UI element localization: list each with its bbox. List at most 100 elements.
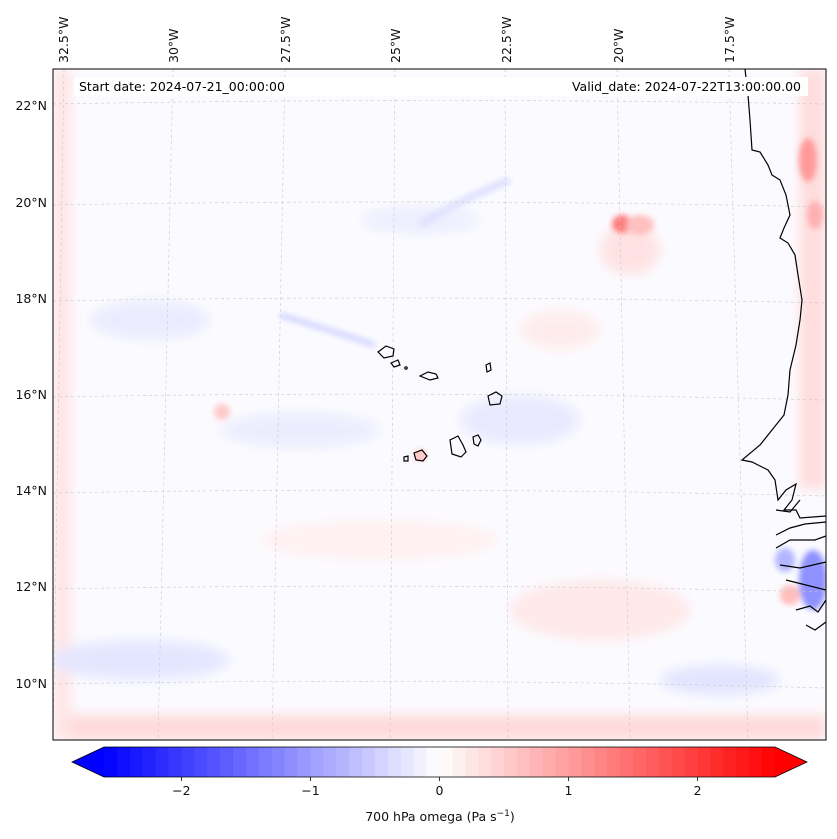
colorbar-cell <box>645 747 660 777</box>
colorbar-cell <box>258 747 273 777</box>
colorbar-cell <box>620 747 634 777</box>
lat-label-20n: 20°N <box>15 195 47 210</box>
colorbar-cell <box>400 747 415 777</box>
colorbar-tick-label: 1 <box>565 783 573 798</box>
colorbar-cell <box>220 747 234 777</box>
lon-label-32-5w: 32.5°W <box>56 17 71 63</box>
graticule <box>53 69 826 740</box>
lon-label-30w: 30°W <box>166 28 181 63</box>
colorbar-cell <box>129 747 144 777</box>
colorbar-cell <box>736 747 750 777</box>
island-sal <box>485 362 492 373</box>
omega-field <box>53 69 826 740</box>
colorbar-cell <box>555 747 569 777</box>
colorbar-cell <box>362 747 376 777</box>
map-border <box>52 68 827 741</box>
lon-label-20w: 20°W <box>611 28 626 63</box>
lat-label-18n: 18°N <box>15 291 47 306</box>
colorbar-outline <box>71 746 808 778</box>
coastline <box>740 69 826 631</box>
island-fogo <box>413 449 428 462</box>
colorbar: −2 −1 0 1 2 700 hPa omega (Pa s−1) <box>71 746 808 824</box>
islands <box>377 345 503 462</box>
colorbar-cell <box>142 747 157 777</box>
colorbar-ticks <box>181 777 698 781</box>
latitude-labels: 22°N 20°N 18°N 16°N 14°N 12°N 10°N <box>15 98 47 691</box>
lat-label-16n: 16°N <box>15 387 47 402</box>
lat-label-14n: 14°N <box>15 483 47 498</box>
colorbar-cell <box>568 747 582 777</box>
colorbar-cell <box>465 747 479 777</box>
colorbar-cell <box>516 747 531 777</box>
colorbar-cell <box>413 747 427 777</box>
colorbar-cell <box>349 747 363 777</box>
island-brava <box>403 455 409 462</box>
colorbar-cell <box>336 747 350 777</box>
map-area <box>53 69 826 740</box>
island-santo-antao <box>377 345 395 359</box>
start-date: Start date: 2024-07-21_00:00:00 <box>79 79 285 94</box>
valid-date: Valid_date: 2024-07-22T13:00:00.00 <box>572 79 801 94</box>
colorbar-cell <box>374 747 389 777</box>
colorbar-cell <box>181 747 195 777</box>
colorbar-cell <box>723 747 737 777</box>
colorbar-tick-label: −2 <box>172 783 190 798</box>
island-sao-nicolau <box>418 371 439 381</box>
colorbar-cell <box>542 747 557 777</box>
colorbar-cell <box>297 747 311 777</box>
colorbar-cell <box>529 747 544 777</box>
colorbar-cell <box>426 747 440 777</box>
colorbar-cell <box>504 747 518 777</box>
lat-label-12n: 12°N <box>15 579 47 594</box>
colorbar-cell <box>762 747 776 777</box>
lon-label-22-5w: 22.5°W <box>499 17 514 63</box>
colorbar-extend-high <box>775 747 807 777</box>
colorbar-cell <box>323 747 337 777</box>
lon-label-25w: 25°W <box>388 28 403 63</box>
colorbar-cell <box>697 747 711 777</box>
longitude-labels: 32.5°W 30°W 27.5°W 25°W 22.5°W 20°W 17.5… <box>56 17 737 63</box>
colorbar-tick-label: −1 <box>301 783 319 798</box>
colorbar-cell <box>104 747 118 777</box>
colorbar-cell <box>581 747 595 777</box>
colorbar-cell <box>452 747 466 777</box>
colorbar-cell <box>684 747 698 777</box>
island-sao-vicente <box>390 359 401 368</box>
colorbar-cell <box>710 747 724 777</box>
colorbar-cell <box>439 747 453 777</box>
colorbar-cell <box>116 747 131 777</box>
colorbar-cell <box>658 747 673 777</box>
colorbar-cell <box>155 747 169 777</box>
colorbar-cell <box>168 747 182 777</box>
colorbar-cell <box>207 747 221 777</box>
colorbar-cell <box>633 747 647 777</box>
lat-label-22n: 22°N <box>15 98 47 113</box>
colorbar-cell <box>594 747 608 777</box>
colorbar-cell <box>491 747 505 777</box>
colorbar-tick-label: 0 <box>436 783 444 798</box>
colorbar-cell <box>387 747 402 777</box>
colorbar-cell <box>194 747 208 777</box>
colorbar-tick-label: 2 <box>694 783 702 798</box>
colorbar-cell <box>671 747 686 777</box>
island-santiago <box>449 435 467 458</box>
colorbar-cell <box>478 747 492 777</box>
colorbar-extend-low <box>72 747 104 777</box>
lon-label-17-5w: 17.5°W <box>722 17 737 63</box>
colorbar-cell <box>245 747 260 777</box>
lat-label-10n: 10°N <box>15 676 47 691</box>
colorbar-cell <box>284 747 298 777</box>
header-band <box>74 77 808 96</box>
colorbar-tick-labels: −2 −1 0 1 2 <box>172 783 701 798</box>
colorbar-cells <box>104 747 776 777</box>
colorbar-cell <box>271 747 286 777</box>
island-maio <box>472 434 482 447</box>
lon-label-27-5w: 27.5°W <box>278 17 293 63</box>
colorbar-cell <box>749 747 763 777</box>
colorbar-cell <box>310 747 324 777</box>
colorbar-cell <box>233 747 247 777</box>
colorbar-cell <box>607 747 621 777</box>
island-boa-vista <box>487 391 503 406</box>
island-santa-luzia <box>404 366 408 370</box>
